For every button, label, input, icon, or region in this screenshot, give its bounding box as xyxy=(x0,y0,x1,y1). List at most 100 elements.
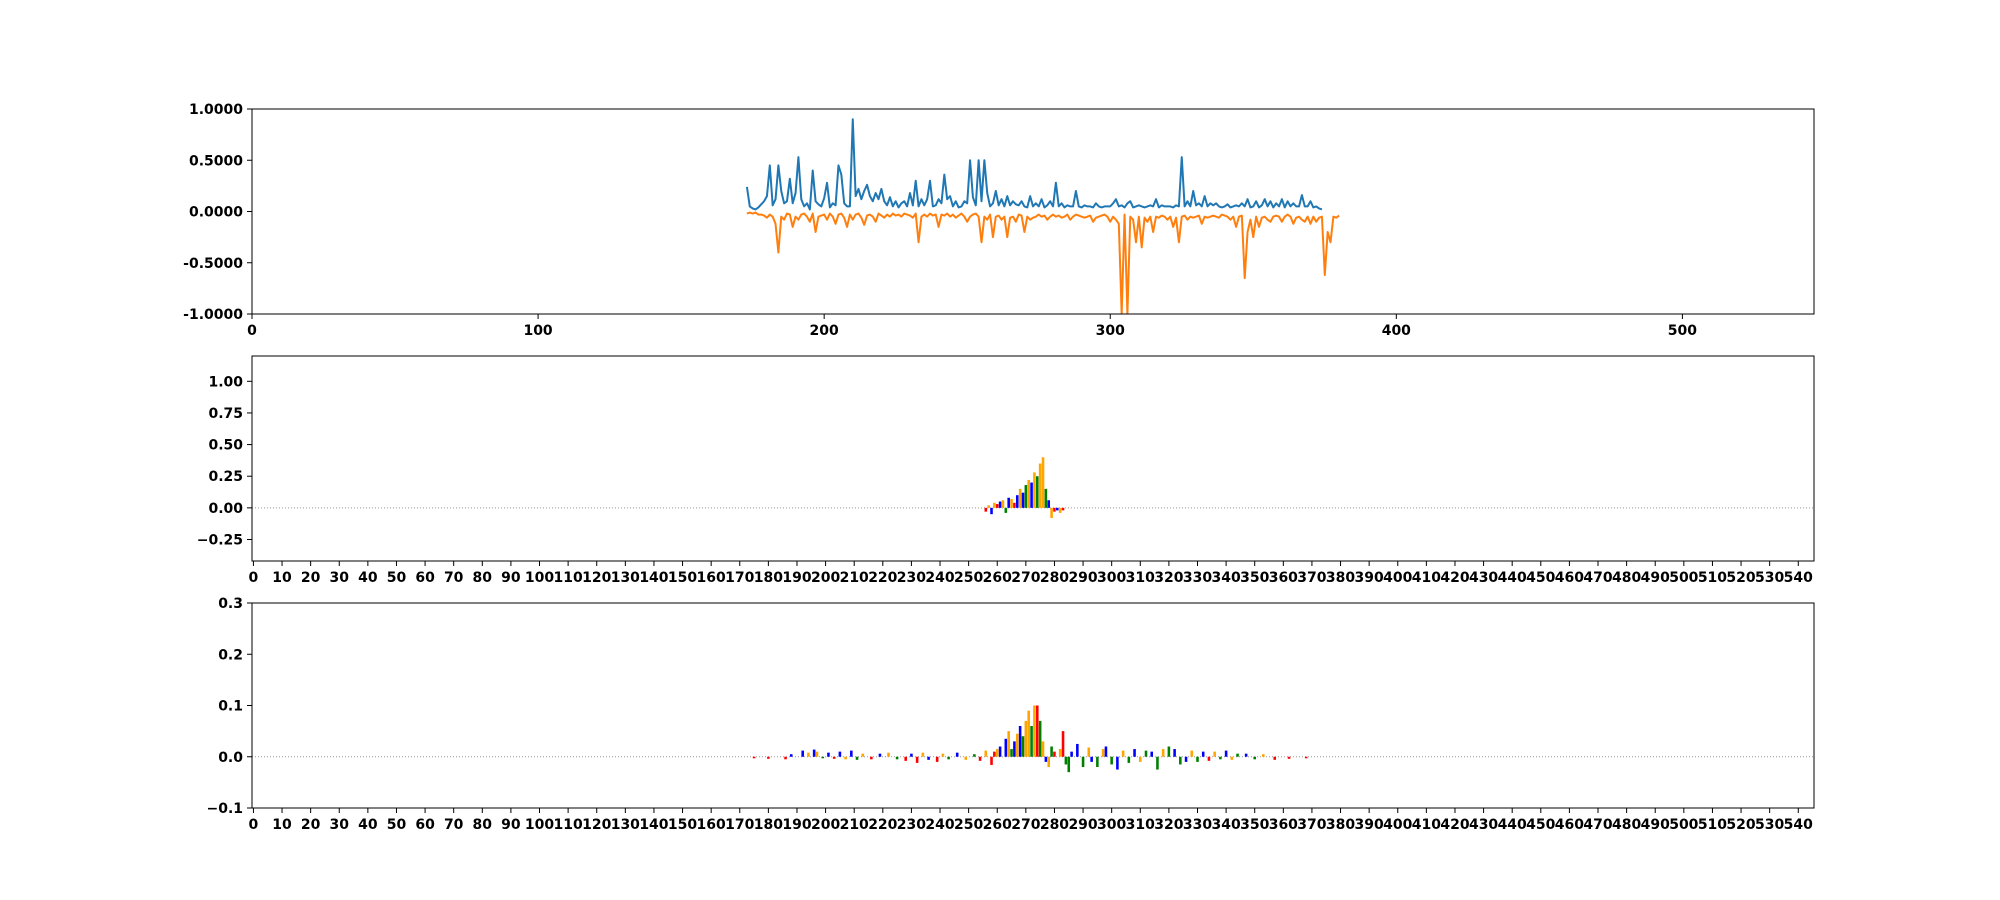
x-tick-label: 520 xyxy=(1726,570,1755,586)
logo-letter-C xyxy=(827,752,830,757)
logo-letter-G xyxy=(1121,750,1125,757)
x-tick-label: 500 xyxy=(1668,323,1697,339)
x-tick-label: 180 xyxy=(754,570,783,586)
logo-letter-G xyxy=(1018,488,1022,508)
logo-letter-C xyxy=(1076,743,1079,757)
logo-letter-G xyxy=(1101,749,1105,757)
logo-letter-A xyxy=(947,756,950,760)
logo-letter-A xyxy=(1253,756,1256,760)
x-tick-label: 530 xyxy=(1755,570,1784,586)
x-tick-label: 390 xyxy=(1355,570,1384,586)
logo-letter-A xyxy=(1030,726,1033,757)
logo-letter-G xyxy=(1027,710,1030,757)
panel-logo-top: 1.00 0.75 0.50 0.25 0.00 −0.25 0 10 20 30 40 50 60 70… xyxy=(197,355,1815,586)
x-tick-label: 400 xyxy=(1383,817,1412,833)
y-tick-label: -1.0000 xyxy=(183,307,243,323)
x-tick-label: 410 xyxy=(1412,570,1441,586)
x-tick-label: 30 xyxy=(330,817,350,833)
x-tick-label: 340 xyxy=(1211,570,1240,586)
logo-letter-C xyxy=(998,501,1002,508)
x-tick-label: 130 xyxy=(611,570,640,586)
x-tick-label: 210 xyxy=(840,570,869,586)
x-tick-label: 490 xyxy=(1641,817,1670,833)
y-tick-label: 0.25 xyxy=(208,469,243,485)
x-tick-label: 460 xyxy=(1555,570,1584,586)
logo-letter-G xyxy=(1050,507,1053,518)
x-tick-label: 290 xyxy=(1068,817,1097,833)
logo-letter-G xyxy=(844,756,847,760)
logo-letter-T xyxy=(1273,756,1277,760)
logo-letter-G xyxy=(1041,741,1045,757)
x-tick-label: 460 xyxy=(1555,817,1584,833)
x-tick-label: 250 xyxy=(954,817,983,833)
y-tick-label: 0.00 xyxy=(208,501,243,517)
x-tick-label: 410 xyxy=(1412,817,1441,833)
logo-letter-G xyxy=(1058,749,1062,757)
x-tick-label: 80 xyxy=(473,817,493,833)
logo-letter-T xyxy=(990,756,993,765)
logo-letter-A xyxy=(1004,507,1008,513)
logo-letter-C xyxy=(1044,756,1048,762)
x-tick-label: 40 xyxy=(358,570,378,586)
x-tick-label: 210 xyxy=(840,817,869,833)
x-tick-label: 310 xyxy=(1126,570,1155,586)
logo-letter-A xyxy=(1064,756,1068,765)
logo-letter-T xyxy=(767,756,770,759)
logo-letter-T xyxy=(993,751,996,757)
x-tick-label: 140 xyxy=(639,817,668,833)
x-tick-label: 240 xyxy=(925,570,954,586)
x-tick-label: 10 xyxy=(272,570,292,586)
logo-letter-C xyxy=(878,753,882,757)
x-tick-label: 430 xyxy=(1469,570,1498,586)
x-tick-label: 320 xyxy=(1154,817,1183,833)
x-tick-label: 70 xyxy=(444,817,464,833)
x-tick-label: 510 xyxy=(1698,570,1727,586)
x-tick-label: 450 xyxy=(1526,817,1555,833)
logo-letter-G xyxy=(1001,500,1005,508)
logo-letter-C xyxy=(801,750,804,757)
y-tick-label: 1.00 xyxy=(208,374,243,390)
x-tick-label: 480 xyxy=(1612,570,1641,586)
y-tick-label: 0.0000 xyxy=(189,205,243,221)
y-tick-label: 1.0000 xyxy=(189,102,243,118)
x-tick-label: 220 xyxy=(868,817,897,833)
logo-letter-A xyxy=(1044,488,1048,508)
x-tick-label: 520 xyxy=(1726,817,1755,833)
logo-letter-G xyxy=(1027,480,1030,508)
x-tick-label: 400 xyxy=(1383,570,1412,586)
logo-letter-A xyxy=(1196,756,1199,762)
x-tick-label: 480 xyxy=(1612,817,1641,833)
x-tick-label: 360 xyxy=(1269,817,1298,833)
logo-letter-A xyxy=(1038,720,1042,757)
logo-letter-T xyxy=(978,756,982,761)
logo-letter-G xyxy=(887,752,890,757)
x-tick-label: 340 xyxy=(1211,817,1240,833)
x-tick-label: 170 xyxy=(725,570,754,586)
logo-letter-A xyxy=(973,754,976,757)
x-tick-label: 540 xyxy=(1784,817,1813,833)
x-tick-label: 470 xyxy=(1583,570,1612,586)
x-tick-label: 50 xyxy=(387,570,407,586)
x-tick-label: 280 xyxy=(1040,570,1069,586)
x-tick-label: 160 xyxy=(697,817,726,833)
x-tick-label: 90 xyxy=(501,570,521,586)
logo-letter-T xyxy=(1053,507,1056,512)
logo-letter-G xyxy=(993,502,996,508)
logo-letter-A xyxy=(1010,749,1013,757)
logo-letter-G xyxy=(1015,733,1019,757)
series-line-1 xyxy=(746,211,1340,314)
y-tick-label: -0.5000 xyxy=(183,256,243,272)
x-tick-label: 450 xyxy=(1526,570,1555,586)
x-tick-label: 280 xyxy=(1040,817,1069,833)
logo-letter-G xyxy=(1087,747,1091,757)
logo-letter-T xyxy=(904,756,907,761)
logo-letter-C xyxy=(1244,753,1248,757)
logo-letter-C xyxy=(838,751,842,757)
logo-letter-A xyxy=(1036,476,1039,508)
logo-letter-G xyxy=(1262,754,1265,757)
logo-letter-G xyxy=(984,750,988,757)
x-tick-label: 230 xyxy=(897,570,926,586)
logo-letter-A xyxy=(1127,756,1131,763)
logo-letter-T xyxy=(984,507,988,512)
logo-letter-T xyxy=(1053,751,1056,757)
